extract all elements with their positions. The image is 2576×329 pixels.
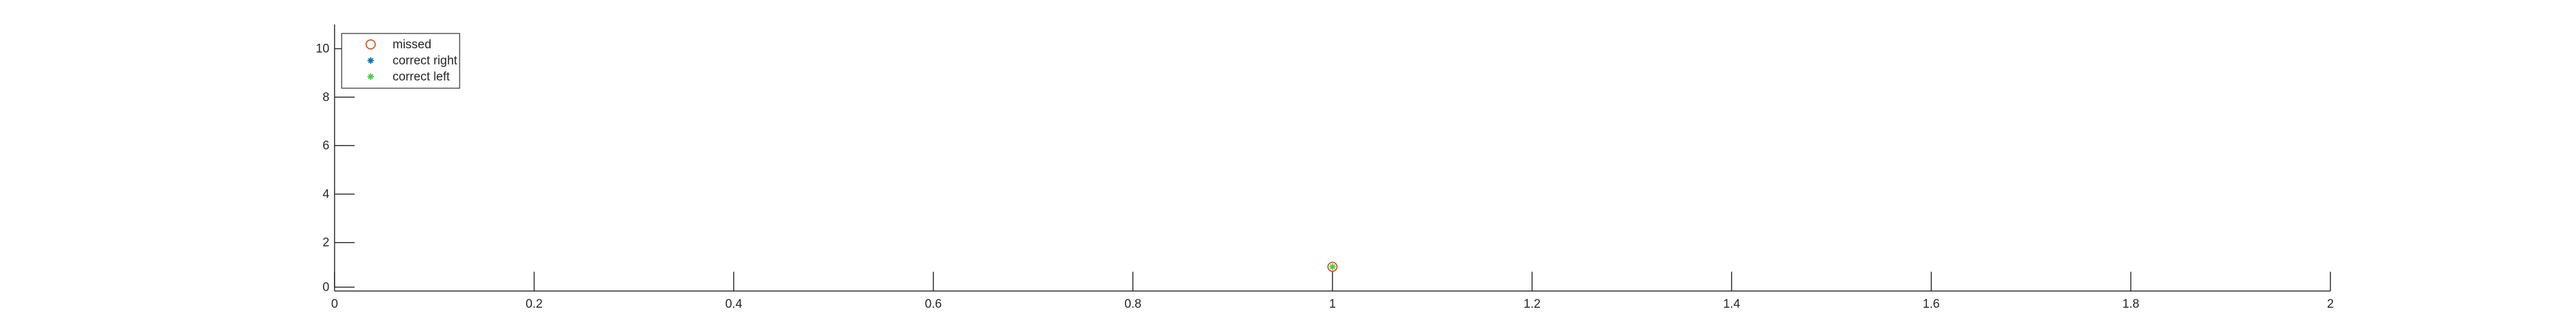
y-tick-label: 6 xyxy=(322,139,329,153)
data-point xyxy=(1329,263,1336,270)
y-tick-label: 4 xyxy=(322,187,329,201)
legend-marker xyxy=(367,57,374,64)
legend-label: missed xyxy=(393,38,431,52)
x-tick-label: 1.6 xyxy=(1923,297,1940,311)
x-tick-label: 2 xyxy=(2327,297,2334,311)
legend-label: correct left xyxy=(393,70,450,84)
x-tick-label: 0.8 xyxy=(1124,297,1141,311)
x-tick-label: 1.4 xyxy=(1723,297,1741,311)
x-tick-label: 0 xyxy=(331,297,338,311)
y-tick-label: 0 xyxy=(322,281,329,294)
x-tick-label: 0.2 xyxy=(525,297,542,311)
x-tick-label: 1 xyxy=(1329,297,1336,311)
y-tick-label: 8 xyxy=(322,91,329,104)
y-tick-label: 2 xyxy=(322,236,329,250)
x-tick-label: 0.4 xyxy=(725,297,743,311)
x-tick-label: 1.8 xyxy=(2122,297,2139,311)
legend-box xyxy=(341,33,460,89)
data-point xyxy=(1327,261,1338,272)
x-tick-label: 0.6 xyxy=(925,297,942,311)
legend-marker xyxy=(366,39,376,50)
y-tick-label: 10 xyxy=(316,42,329,56)
legend-marker xyxy=(367,73,374,80)
legend-label: correct right xyxy=(393,54,458,68)
x-tick-label: 1.2 xyxy=(1523,297,1540,311)
